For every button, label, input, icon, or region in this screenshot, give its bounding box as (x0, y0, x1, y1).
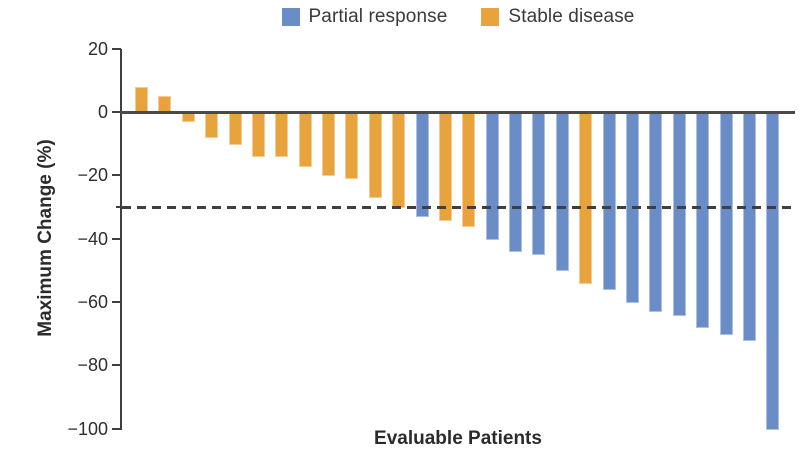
bar-patient-18-pr (532, 113, 545, 255)
legend-item-partial-response: Partial response (281, 6, 448, 28)
y-tick-label: −80 (77, 355, 108, 376)
zero-baseline (120, 111, 795, 114)
y-tick-label: 0 (97, 102, 108, 122)
bar-patient-24-pr (673, 113, 686, 316)
reference-line-minus-30 (122, 205, 795, 209)
bar-patient-7-sd (275, 113, 288, 157)
bar-patient-26-pr (720, 113, 733, 335)
y-tick (112, 364, 121, 367)
y-tick (112, 174, 121, 177)
bar-patient-3-sd (182, 113, 195, 122)
bar-patient-10-sd (345, 113, 358, 179)
bar-patient-6-sd (252, 113, 265, 157)
legend-label: Stable disease (508, 6, 635, 27)
y-tick-label: −60 (77, 291, 108, 312)
bar-patient-17-pr (509, 113, 522, 252)
reference-tick (116, 205, 121, 208)
bar-patient-9-sd (322, 113, 335, 176)
bar-patient-1-sd (135, 86, 148, 112)
y-tick (112, 111, 121, 113)
bar-patient-21-pr (603, 113, 616, 290)
bar-patient-25-pr (696, 113, 709, 328)
y-tick (112, 237, 121, 240)
legend-label: Partial response (308, 6, 448, 27)
bar-patient-19-pr (556, 113, 569, 271)
bar-patient-12-sd (392, 113, 405, 208)
bar-patient-5-sd (229, 113, 242, 145)
partial-response-swatch-icon (281, 8, 300, 26)
y-tick-label: −40 (77, 228, 108, 249)
bar-patient-27-pr (743, 113, 756, 341)
bar-patient-13-pr (416, 113, 429, 217)
bar-patient-28-pr (766, 113, 779, 430)
y-tick-label: −100 (67, 418, 108, 439)
bar-patient-14-sd (439, 113, 452, 221)
bar-patient-16-pr (486, 113, 499, 240)
y-axis-title: Maximum Change (%) (35, 139, 56, 337)
bar-patient-2-sd (158, 96, 171, 113)
y-tick (112, 47, 121, 50)
bar-patient-4-sd (205, 113, 218, 138)
y-tick-label: −20 (77, 165, 108, 186)
legend-item-stable-disease: Stable disease (481, 6, 634, 28)
x-axis-title: Evaluable Patients (374, 428, 542, 449)
y-axis-line (120, 48, 122, 431)
bar-patient-8-sd (299, 113, 312, 167)
bar-patient-15-sd (462, 113, 475, 227)
stable-disease-swatch-icon (481, 8, 500, 26)
chart-legend: Partial response Stable disease (120, 6, 796, 28)
y-tick (112, 427, 121, 430)
y-tick-label: 20 (87, 38, 108, 59)
bar-patient-20-sd (579, 113, 592, 284)
bar-patient-23-pr (649, 113, 662, 312)
bar-patient-11-sd (369, 113, 382, 198)
y-tick (112, 300, 121, 303)
